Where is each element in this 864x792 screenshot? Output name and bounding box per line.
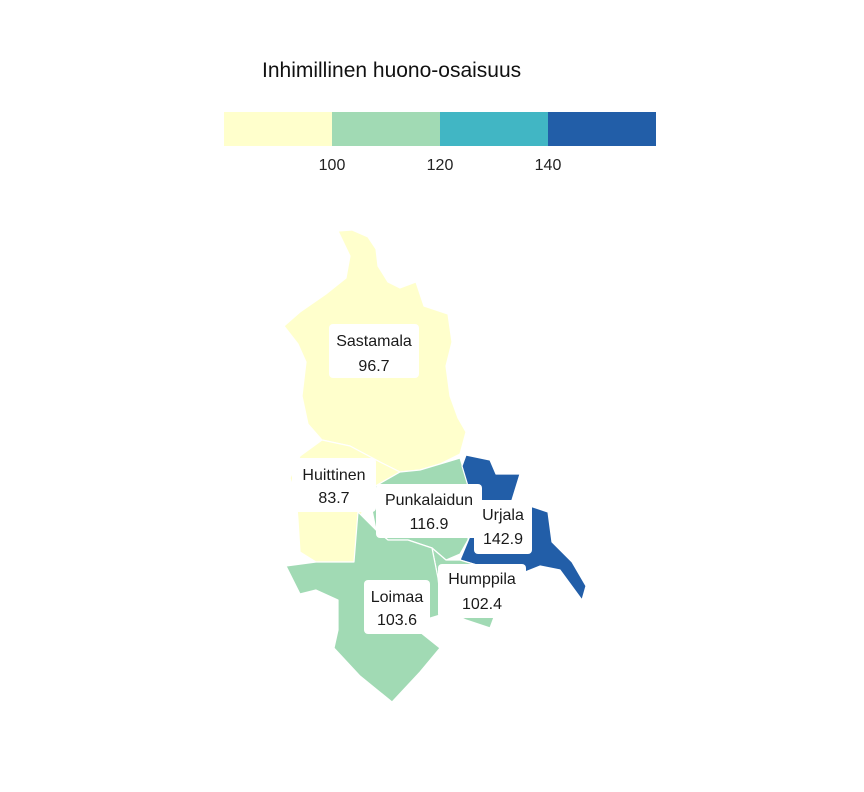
legend-tick-140: 140 <box>535 157 562 174</box>
label-value: 96.7 <box>358 358 389 375</box>
legend-bin-2 <box>332 112 440 146</box>
label-value: 83.7 <box>318 490 349 507</box>
label-value: 116.9 <box>410 516 449 533</box>
label-name: Urjala <box>482 507 524 524</box>
legend-bin-4 <box>548 112 656 146</box>
region-labels: Sastamala 96.7 Huittinen 83.7 Punkalaidu… <box>292 324 532 634</box>
label-name: Loimaa <box>371 589 424 606</box>
label-name: Punkalaidun <box>385 492 473 509</box>
label-humppila: Humppila 102.4 <box>438 564 526 618</box>
label-value: 102.4 <box>462 596 502 613</box>
legend-title: Inhimillinen huono-osaisuus <box>262 59 521 82</box>
legend-bin-1 <box>224 112 332 146</box>
label-name: Huittinen <box>302 467 365 484</box>
legend-bin-3 <box>440 112 548 146</box>
label-loimaa: Loimaa 103.6 <box>364 580 430 634</box>
label-sastamala: Sastamala 96.7 <box>329 324 419 378</box>
label-punkalaidun: Punkalaidun 116.9 <box>376 484 482 538</box>
legend-tick-120: 120 <box>427 157 454 174</box>
label-box <box>329 324 419 378</box>
label-name: Humppila <box>448 571 516 588</box>
label-box <box>292 458 376 512</box>
label-box <box>376 484 482 538</box>
label-value: 142.9 <box>483 531 523 548</box>
legend: Inhimillinen huono-osaisuus 100 120 140 <box>224 59 656 174</box>
label-name: Sastamala <box>336 333 412 350</box>
label-box <box>474 500 532 554</box>
label-box <box>364 580 430 634</box>
label-value: 103.6 <box>377 612 417 629</box>
label-urjala: Urjala 142.9 <box>474 500 532 554</box>
legend-tick-100: 100 <box>319 157 346 174</box>
label-huittinen: Huittinen 83.7 <box>292 458 376 512</box>
label-box <box>438 564 526 618</box>
